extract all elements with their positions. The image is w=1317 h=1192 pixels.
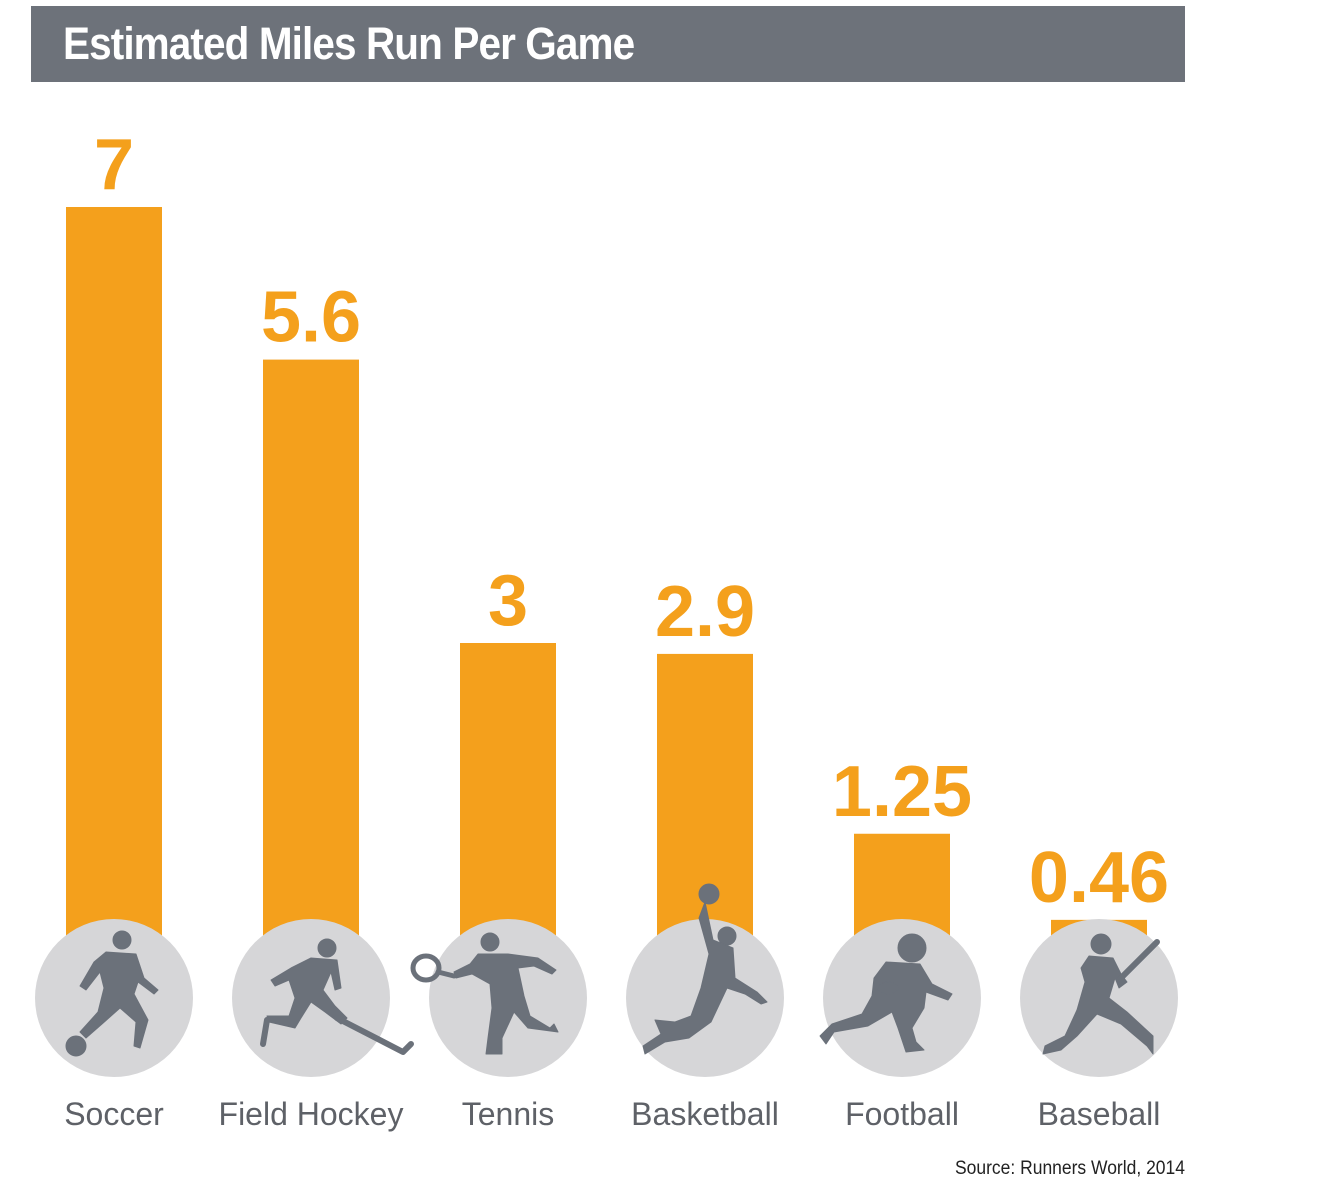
bar-field-hockey (263, 359, 359, 971)
category-label: Soccer (64, 1096, 164, 1132)
football-player-icon (819, 933, 953, 1053)
bars-layer (66, 207, 1147, 971)
title-bar: Estimated Miles Run Per Game (31, 6, 1185, 82)
value-label: 5.6 (261, 278, 361, 358)
icons-layer (35, 883, 1178, 1077)
chart-title: Estimated Miles Run Per Game (63, 18, 635, 69)
value-label: 7 (94, 125, 134, 205)
source-note: Source: Runners World, 2014 (955, 1158, 1185, 1179)
value-label: 0.46 (1029, 838, 1169, 918)
category-label: Baseball (1038, 1096, 1161, 1132)
field-hockey-player-icon (260, 938, 414, 1055)
category-label: Tennis (462, 1096, 555, 1132)
bar-soccer (66, 207, 162, 970)
baseball-player-icon (1042, 933, 1160, 1055)
basketball-player-icon (642, 883, 768, 1055)
category-label: Football (845, 1096, 959, 1132)
value-label: 1.25 (832, 752, 972, 832)
value-label: 2.9 (655, 572, 755, 652)
tennis-player-icon (410, 932, 559, 1055)
labels-layer: 7 Soccer 5.6 Field Hockey 3 Tennis 2.9 Basketba… (64, 125, 1169, 1132)
category-label: Field Hockey (219, 1096, 404, 1132)
bar-tennis (460, 643, 556, 970)
value-label: 3 (488, 561, 528, 641)
category-label: Basketball (631, 1096, 779, 1132)
soccer-player-icon (65, 930, 159, 1057)
